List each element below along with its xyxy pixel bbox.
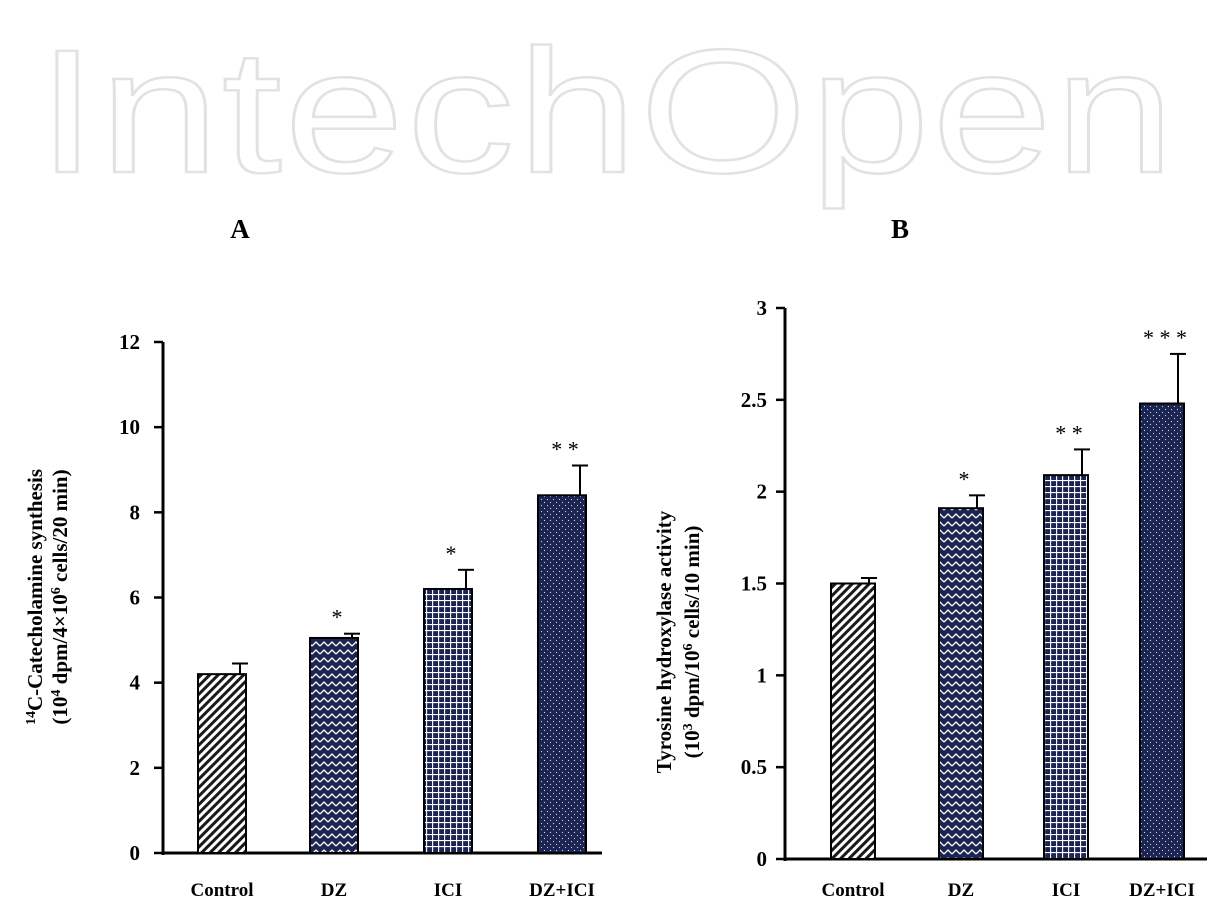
y-tick-label: 1 [757,663,768,687]
bar-control [197,673,247,855]
y-axis-label: Tyrosine hydroxylase activity [652,510,676,773]
chart-panel-b: B 0 0.5 1 1.5 2 2.5 3 Control * DZ * * ICI * * * DZ+IC… [652,214,1207,901]
watermark-text: IntechOpen [37,14,1177,210]
y-tick-label: 2.5 [741,388,767,412]
significance-marker: * [332,605,343,630]
panel-label: B [891,214,909,244]
bar-dz-ici [537,494,587,854]
y-tick-label: 0 [130,841,141,865]
y-tick-label: 0.5 [741,755,767,779]
y-tick-label: 12 [119,330,140,354]
chart-panel-a: A 0 2 4 6 8 10 12 Control * DZ * ICI * * DZ+ICI 14C-Cat… [23,214,602,901]
bar-ici [1043,474,1089,860]
y-tick-label: 0 [757,847,768,871]
bar-dz [309,636,359,854]
x-tick-label: ICI [1052,880,1081,901]
x-tick-label: Control [822,880,885,901]
bar-control [830,582,876,860]
significance-marker: * * [1055,420,1083,445]
y-axis-label: (103 dpm/106 cells/10 min) [680,526,704,759]
bar-dz-ici [1139,402,1185,860]
significance-marker: * * * [1143,325,1187,350]
y-axis-label: 14C-Catecholamine synthesis [23,469,47,725]
y-tick-label: 2 [757,480,768,504]
bar-ici [423,587,473,854]
y-tick-label: 2 [130,756,141,780]
x-tick-label: DZ+ICI [1129,880,1195,901]
y-axis-label: (104 dpm/4×106 cells/20 min) [48,469,72,724]
significance-marker: * [446,541,457,566]
x-tick-label: DZ [321,880,347,901]
y-tick-label: 6 [130,586,141,610]
y-tick-label: 4 [130,671,141,695]
x-tick-label: DZ [948,880,974,901]
significance-marker: * [959,466,970,491]
x-tick-label: DZ+ICI [529,880,595,901]
y-tick-label: 3 [757,296,768,320]
y-tick-label: 8 [130,500,141,524]
bar-dz [938,507,984,860]
x-tick-label: Control [191,880,254,901]
x-tick-label: ICI [434,880,463,901]
significance-marker: * * [551,436,579,461]
y-tick-label: 1.5 [741,572,767,596]
y-tick-label: 10 [119,415,140,439]
panel-label: A [230,214,250,244]
